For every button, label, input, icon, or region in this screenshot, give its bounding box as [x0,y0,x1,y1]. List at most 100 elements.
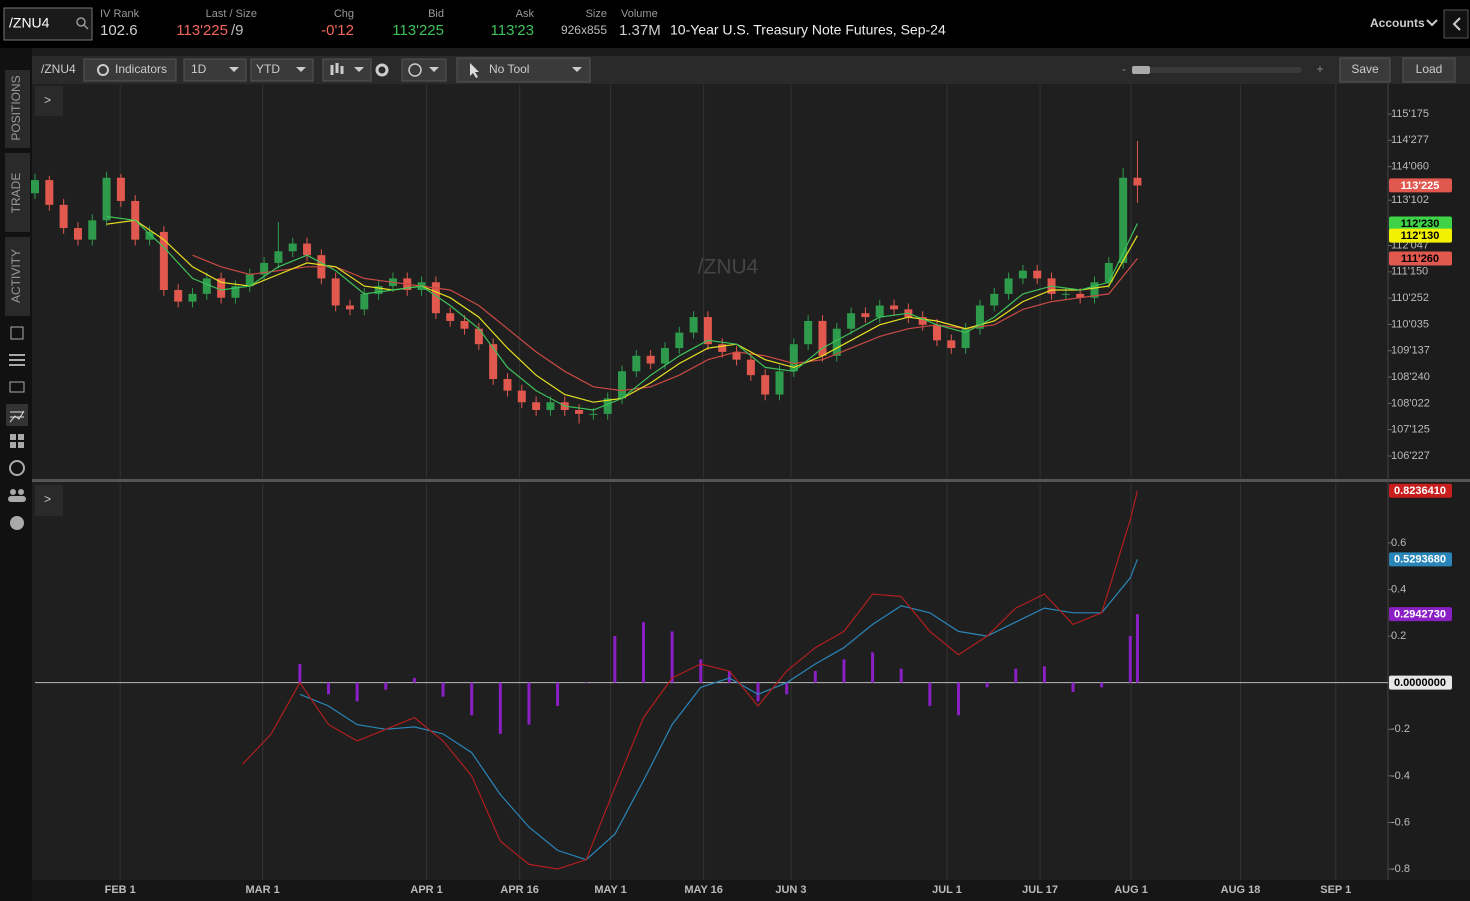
icon [18,489,24,495]
range-select[interactable] [250,58,314,82]
zoom-in[interactable]: + [1316,62,1323,76]
candle-body [832,328,841,356]
dropdown-arrow [572,67,582,72]
zoom-track [1132,67,1302,73]
range-label: YTD [256,62,280,76]
style-select[interactable] [322,58,372,82]
price-marker-label: 111'260 [1401,253,1439,265]
histogram-bar [441,682,445,697]
x-tick-label: MAY 16 [684,884,723,896]
quote-label: Ask [516,8,535,20]
price-marker [1389,228,1452,243]
y-tick-label: 107'125 [1391,424,1430,436]
tab-label: ACTIVITY [9,249,23,303]
quote: IV Rank 102.6 Last / Size 113'225/9 Chg -0'12… [100,8,661,39]
search-icon[interactable] [76,17,86,27]
panel-toggle[interactable] [35,485,63,516]
candle-body [360,293,369,310]
period-label: 1D [191,62,207,76]
y-tick-label: 114'277 [1391,134,1429,146]
description: 10-Year U.S. Treasury Note Futures, Sep-… [670,22,946,38]
candle-body [31,180,39,194]
candle-body [489,344,498,380]
candle-body [345,305,354,310]
panel-divider [32,479,1470,482]
tab[interactable] [5,70,30,148]
candle-body [847,313,856,329]
histogram-bar [470,682,474,716]
x-tick-label: MAY 1 [594,884,626,896]
histogram-bar [727,671,731,683]
load-button[interactable] [1402,57,1456,83]
tab[interactable] [5,237,30,316]
price-marker [1389,178,1452,193]
accounts[interactable]: Accounts [1370,16,1425,30]
macd-line [242,490,1138,870]
tool-select[interactable] [456,57,591,83]
price-marker [1389,675,1452,690]
quote-label: Volume [621,8,658,20]
icon [9,410,25,423]
accounts-chevron[interactable] [1426,19,1438,27]
y-tick-label: 0.6 [1391,537,1406,549]
histogram-bar [813,671,817,683]
candle-body [174,289,183,302]
histogram-bar [498,682,502,734]
icon[interactable] [10,434,16,440]
icon [18,442,24,448]
icon[interactable] [9,354,25,366]
y-tick-label: -0.4 [1391,770,1410,782]
x-tick-label: APR 1 [410,884,442,896]
settings-icon[interactable] [375,63,389,77]
histogram-bar [899,668,903,683]
candle-body [532,402,541,410]
histogram-bar [327,682,331,695]
price-marker-label: 113'225 [1401,180,1440,192]
histogram-bar [1042,666,1046,683]
x-tick-label: AUG 1 [1114,884,1148,896]
histogram-bar [785,682,789,695]
tab[interactable] [5,153,30,232]
zoom-thumb[interactable] [1132,66,1150,74]
y-tick-label: 108'240 [1391,371,1430,383]
icon-active[interactable] [6,404,28,426]
candle-body [188,293,197,302]
panel-toggle[interactable] [35,86,63,116]
candle-body [503,379,512,391]
zoom-out[interactable]: - [1122,62,1126,76]
icon[interactable] [10,489,16,495]
candle-body [618,371,627,399]
price-marker [1389,552,1452,567]
histogram-bar [1100,682,1104,688]
price-marker-label: 112'130 [1401,230,1440,242]
histogram-bar [1071,682,1075,692]
candle-body [517,390,526,403]
collapse-button[interactable] [1443,9,1469,39]
candle-body [374,286,383,294]
price-marker-label: 0.5293680 [1394,554,1446,566]
candle-body [231,286,240,298]
period-select[interactable] [183,58,247,82]
candle-body [116,177,125,201]
icon[interactable] [9,460,25,476]
candle-body [761,375,770,395]
quote-value: 113'23 [491,22,534,39]
x-tick-label: AUG 18 [1221,884,1261,896]
dropdown-arrow [354,67,364,72]
quote-size: /9 [231,22,244,39]
toolbar-symbol: /ZNU4 [41,62,76,76]
icon[interactable] [9,381,25,393]
pointer-icon [470,63,479,78]
candle-body [1076,293,1085,298]
tab-label: TRADE [9,173,23,214]
y-tick-label: -0.8 [1391,863,1410,875]
icon[interactable] [10,326,24,340]
indicators-button[interactable] [83,58,177,82]
candle-body [202,278,211,294]
histogram-bar [985,682,989,688]
y-tick-label: 110'035 [1391,318,1429,330]
candle-body [45,180,54,205]
help-icon[interactable] [10,516,24,530]
save-button[interactable] [1339,57,1391,83]
